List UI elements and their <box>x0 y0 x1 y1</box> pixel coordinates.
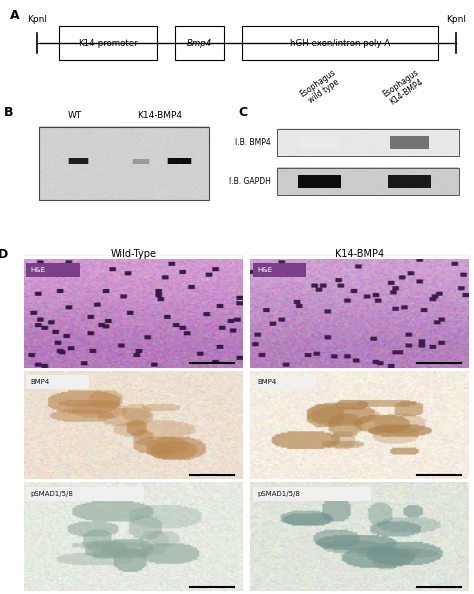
Text: Esophagus
wild type: Esophagus wild type <box>298 68 343 108</box>
Text: BMP4: BMP4 <box>30 379 49 385</box>
Bar <box>277 168 458 195</box>
Bar <box>253 486 371 501</box>
Bar <box>175 26 224 61</box>
Text: C: C <box>238 106 247 119</box>
Text: K14-BMP4: K14-BMP4 <box>137 110 182 120</box>
Bar <box>39 127 209 200</box>
Text: KpnI: KpnI <box>446 15 466 24</box>
Bar <box>132 159 147 164</box>
Bar <box>168 158 191 165</box>
Bar <box>242 26 438 61</box>
Bar <box>59 26 157 61</box>
Bar <box>68 158 87 165</box>
Text: I.B. GAPDH: I.B. GAPDH <box>228 177 271 186</box>
Text: WT: WT <box>67 110 82 120</box>
Text: hGH exon/intron poly A: hGH exon/intron poly A <box>290 39 390 48</box>
Bar <box>277 129 458 156</box>
Text: pSMAD1/5/8: pSMAD1/5/8 <box>257 491 300 497</box>
Bar <box>167 158 191 165</box>
Bar <box>301 135 339 150</box>
Text: B: B <box>4 106 14 119</box>
Text: BMP4: BMP4 <box>257 379 276 385</box>
Text: pSMAD1/5/8: pSMAD1/5/8 <box>30 491 73 497</box>
Bar <box>26 486 144 501</box>
Text: Wild-Type: Wild-Type <box>110 249 156 260</box>
Text: Esophagus
K14-BMP4: Esophagus K14-BMP4 <box>381 68 427 108</box>
Bar <box>298 175 341 188</box>
Bar <box>253 263 306 277</box>
Bar <box>253 375 316 389</box>
Bar <box>169 158 192 165</box>
Text: K14-promoter: K14-promoter <box>79 39 138 48</box>
Text: H&E: H&E <box>257 267 272 273</box>
Text: D: D <box>0 248 8 261</box>
Text: A: A <box>10 8 20 21</box>
Bar <box>388 175 431 188</box>
Text: I.B. BMP4: I.B. BMP4 <box>235 138 271 147</box>
Text: Bmp4: Bmp4 <box>187 39 212 48</box>
Bar <box>26 263 80 277</box>
Bar <box>70 158 89 165</box>
Bar <box>390 135 428 150</box>
Text: KpnI: KpnI <box>27 15 47 24</box>
Text: H&E: H&E <box>30 267 46 273</box>
Bar <box>26 375 89 389</box>
Bar <box>69 158 88 165</box>
Bar <box>134 159 149 164</box>
Text: K14-BMP4: K14-BMP4 <box>335 249 384 260</box>
Bar <box>133 159 148 164</box>
